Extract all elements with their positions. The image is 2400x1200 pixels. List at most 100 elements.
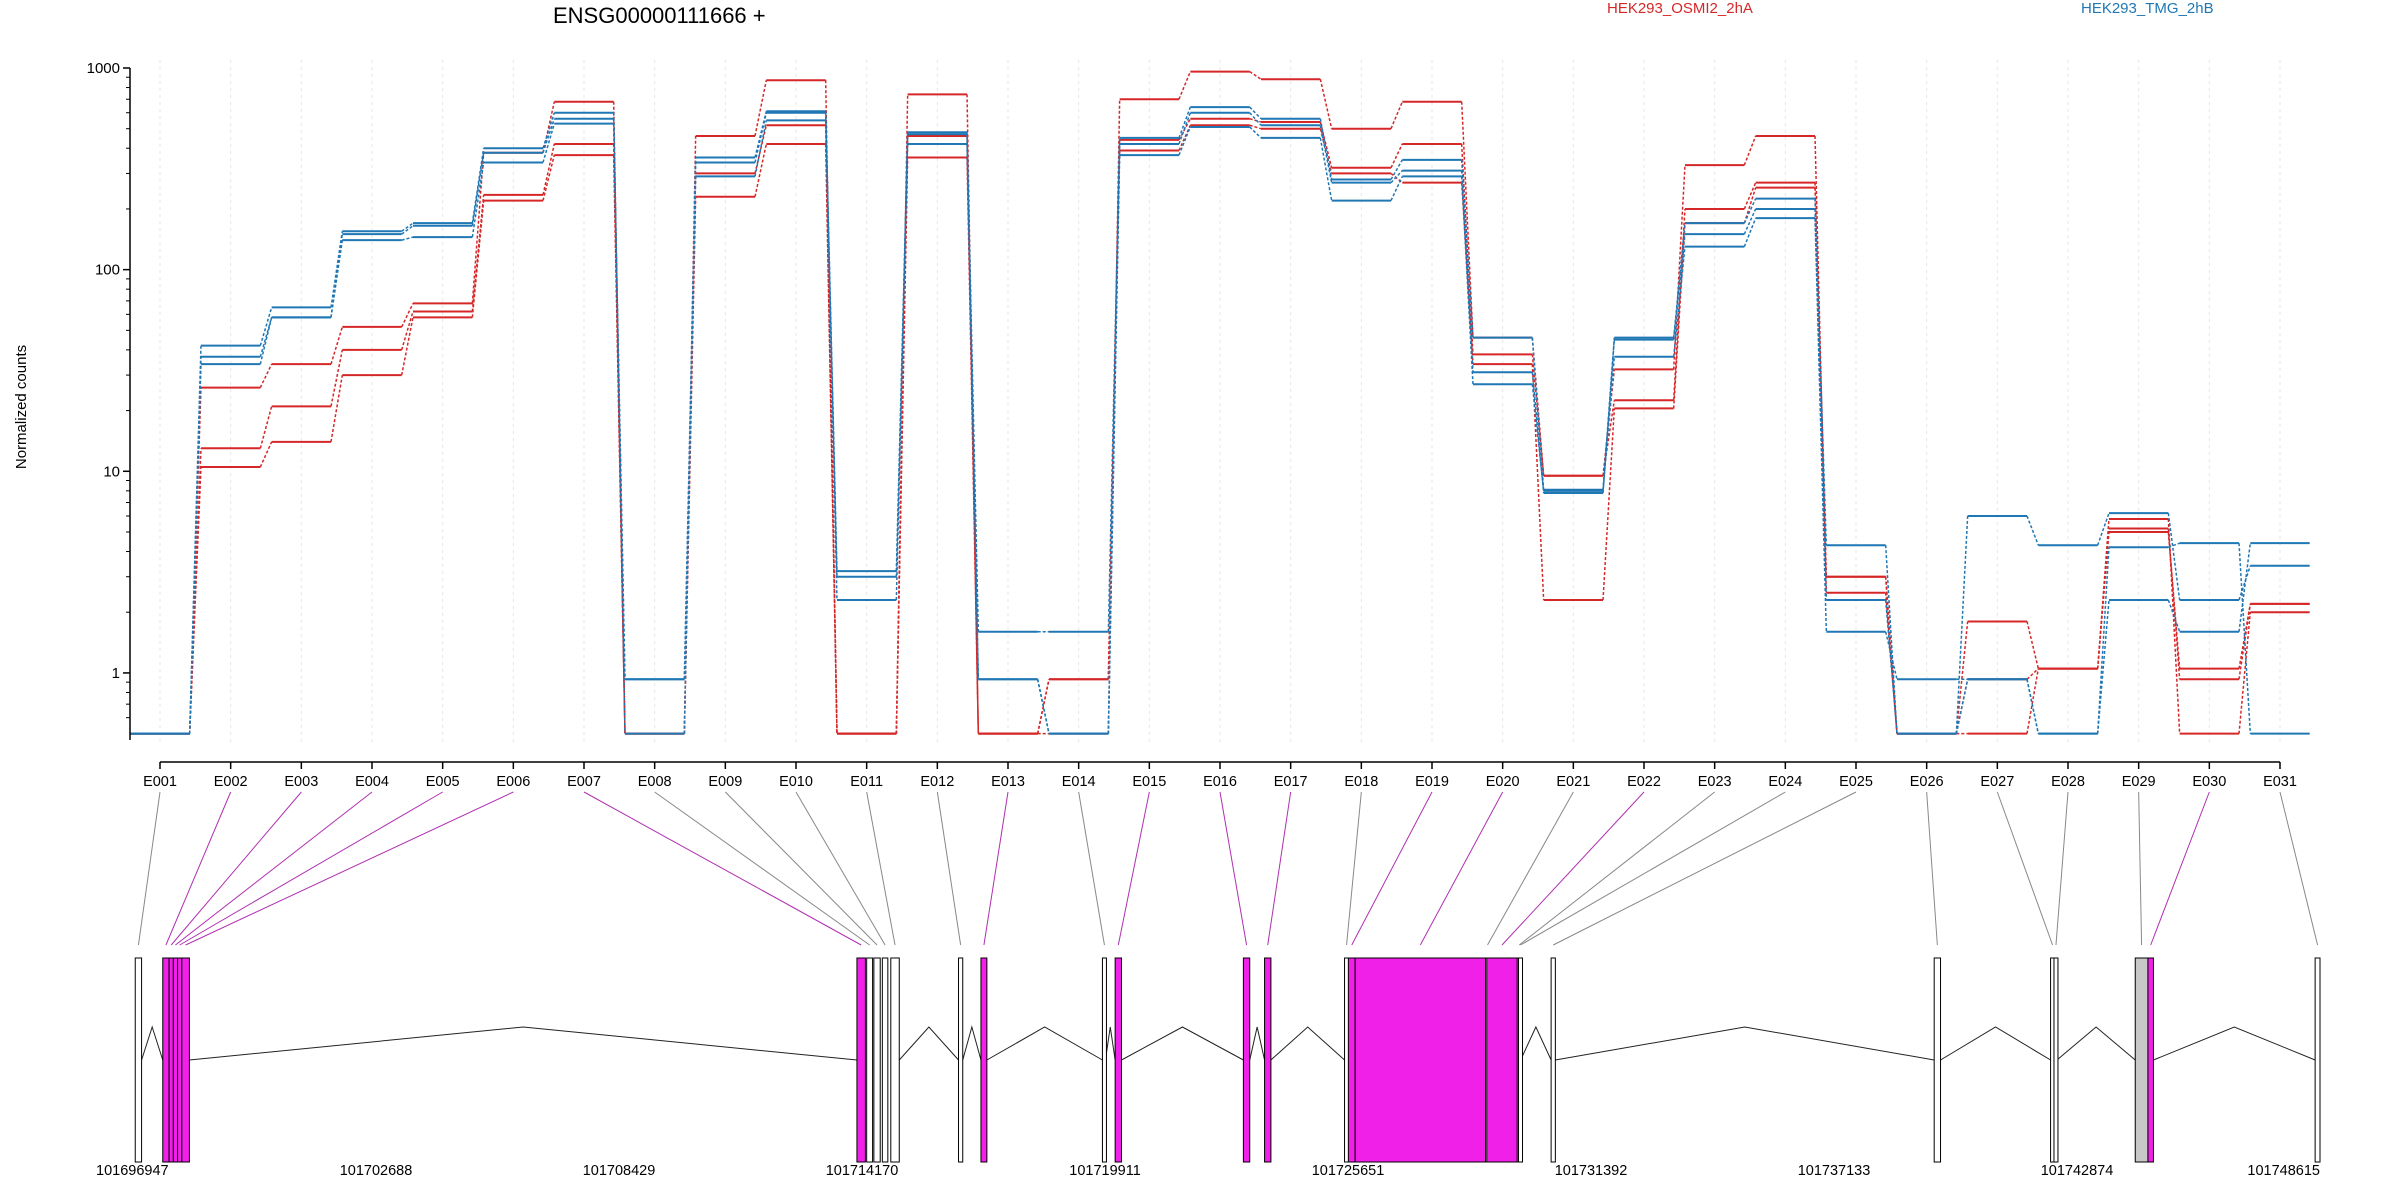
intron-E024-E025 <box>1520 1025 1552 1061</box>
exon-block-E003 <box>168 957 174 1163</box>
x-tick-label-E011: E011 <box>850 774 883 790</box>
series-tmg-6 <box>130 106 2310 735</box>
series-4-link-E012 <box>966 132 980 680</box>
series-6-link-E009 <box>754 111 768 158</box>
series-1-link-E021 <box>1602 408 1616 601</box>
x-tick-label-E026: E026 <box>1910 774 1944 790</box>
series-4-link-E017 <box>1319 137 1333 201</box>
coordinate-label-7: 101731392 <box>1555 1163 1628 1179</box>
series-4-link-E006 <box>542 123 556 163</box>
connector-E005 <box>179 791 443 946</box>
y-tick-label-1: 1 <box>112 665 120 682</box>
legend-entry-tmg: HEK293_TMG_2hB <box>2081 0 2214 17</box>
x-tick-label-E018: E018 <box>1344 774 1378 790</box>
exon-block-E025 <box>1550 957 1556 1163</box>
series-3-link-E008 <box>683 135 697 734</box>
series-6-link-E017 <box>1319 118 1333 180</box>
series-1-link-E004 <box>400 317 414 376</box>
x-tick-label-E021: E021 <box>1556 774 1590 790</box>
connector-E028 <box>2055 791 2069 946</box>
coordinate-label-2: 101702688 <box>340 1163 413 1179</box>
series-6-link-E029 <box>2167 513 2181 601</box>
connector-E023 <box>1518 791 1715 946</box>
series-4-link-E015 <box>1178 126 1192 156</box>
exon-connectors <box>137 791 2319 946</box>
series-6-link-E030 <box>2238 565 2252 601</box>
series-3-link-E016 <box>1249 70 1262 80</box>
series-3-link-E003 <box>330 326 344 365</box>
connector-E025 <box>1553 791 1857 946</box>
exon-block-E004 <box>172 957 179 1163</box>
series-6-link-E024 <box>1814 198 1828 546</box>
connector-E010 <box>795 791 886 946</box>
connector-E001 <box>137 791 161 946</box>
chart-title: ENSG00000111666 + <box>553 3 766 28</box>
series-1-link-E023 <box>1743 187 1757 224</box>
y-tick-label-1000: 1000 <box>87 60 120 77</box>
series-5-link-E014 <box>1107 143 1121 734</box>
series-6-link-E001 <box>188 345 202 734</box>
exon-block-E014 <box>1101 957 1107 1163</box>
transcript-model: 101696947 101702688 101708429 101714170 1017… <box>96 957 2321 1179</box>
exon-block-E022 <box>1486 957 1518 1163</box>
connector-E015 <box>1117 791 1150 946</box>
x-tick-label-E017: E017 <box>1274 774 1308 790</box>
series-1-link-E006 <box>542 154 556 201</box>
x-tick-label-E001: E001 <box>143 774 177 790</box>
intron-E028-E029 <box>2056 1026 2136 1061</box>
series-2-link-E005 <box>471 194 485 312</box>
series-2-link-E004 <box>400 311 414 351</box>
series-4-link-E016 <box>1249 126 1262 139</box>
series-5-link-E029 <box>2168 542 2180 548</box>
series-3-link-E029 <box>2167 518 2181 734</box>
connector-E014 <box>1078 791 1105 946</box>
connector-E011 <box>866 791 896 946</box>
y-tick-label-10: 10 <box>103 463 120 480</box>
series-5-link-E026 <box>1955 679 1969 734</box>
series-6-link-E027 <box>2026 515 2040 546</box>
y-axis-title: Normalized counts <box>13 345 30 469</box>
exon-block-E011 <box>890 957 900 1163</box>
series-6-link-E018 <box>1390 159 1403 180</box>
series-4-link-E005 <box>471 162 485 238</box>
series-6-link-E016 <box>1249 106 1262 120</box>
exon-block-E017 <box>1264 957 1272 1163</box>
connector-E012 <box>936 791 962 946</box>
series-6-link-E023 <box>1743 198 1757 224</box>
intron-E015-E016 <box>1121 1026 1244 1061</box>
series-5-link-E030 <box>2238 543 2252 734</box>
series-tmg-5 <box>130 111 2310 735</box>
series-2-link-E016 <box>1249 118 1262 123</box>
x-tick-label-E008: E008 <box>638 774 672 790</box>
series-5-link-E018 <box>1390 170 1403 184</box>
coordinate-label-4: 101714170 <box>826 1163 899 1179</box>
connector-E029 <box>2138 791 2143 946</box>
axes: 1 10 100 1000 E001 E002 E003 E004 E005 E006 E007 E0… <box>87 60 2297 790</box>
series-3-link-E022 <box>1672 165 1686 370</box>
connector-E013 <box>983 791 1009 946</box>
x-tick-label-E002: E002 <box>214 774 248 790</box>
exon-block-E029 <box>2134 957 2149 1163</box>
series-6-link-E028 <box>2096 512 2110 546</box>
series-4-link-E011 <box>895 132 909 601</box>
coordinate-label-10: 101748615 <box>2247 1163 2320 1179</box>
connector-E027 <box>1996 791 2054 946</box>
series-6-link-E022 <box>1672 223 1686 338</box>
connector-E026 <box>1926 791 1938 946</box>
series-2-link-E030 <box>2238 603 2252 680</box>
series-4-link-E029 <box>2167 599 2181 633</box>
x-tick-label-E027: E027 <box>1980 774 2014 790</box>
series-5-link-E016 <box>1249 112 1262 126</box>
series-1-link-E016 <box>1249 124 1262 130</box>
connector-E019 <box>1351 791 1433 946</box>
x-tick-label-E025: E025 <box>1839 774 1873 790</box>
exon-block-E010 <box>881 957 889 1163</box>
coordinate-label-9: 101742874 <box>2041 1163 2114 1179</box>
grid-lines <box>159 60 2281 742</box>
exon-block-E016 <box>1242 957 1251 1163</box>
series-3-link-E017 <box>1319 79 1333 129</box>
series-4-link-E025 <box>1884 631 1898 680</box>
series-3-link-E009 <box>754 80 768 137</box>
connector-E017 <box>1267 791 1292 946</box>
